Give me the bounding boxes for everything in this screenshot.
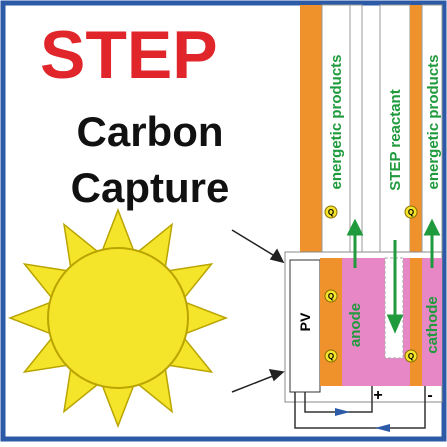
markers: Q Q Q Q Q [324,205,418,363]
tube-wall [410,5,422,260]
terminal: + [373,387,382,404]
marker [404,349,418,363]
cathode-label: cathode [424,296,441,354]
marker-label: Q [408,352,414,361]
anode-electrode [320,258,342,386]
pv-box [289,259,321,393]
marker [404,205,418,219]
anode-label: anode [347,303,364,347]
pv-label: PV [297,312,313,331]
light-arrows [231,229,285,393]
subtitle-line: Capture [71,164,230,211]
marker [324,349,338,363]
electrolyte [422,258,442,386]
marker [324,205,338,219]
tube-wall [300,5,322,260]
marker-label: Q [328,352,334,361]
tube-label: energetic products [328,54,345,189]
sun [7,207,229,429]
marker-label: Q [328,292,334,301]
current-arrow [335,408,350,416]
flow-arrows [346,218,441,334]
marker [324,289,338,303]
marker-label: Q [408,208,414,217]
terminal: - [427,387,432,404]
current-arrow [375,424,390,432]
title: STEP [40,17,218,93]
tube-label: STEP reactant [387,89,404,190]
tube-label: energetic products [425,54,442,189]
cathode-electrode [410,258,422,386]
tube [379,4,411,261]
sun-disc [47,247,189,389]
marker-label: Q [328,208,334,217]
subtitle-line: Carbon [77,108,224,155]
